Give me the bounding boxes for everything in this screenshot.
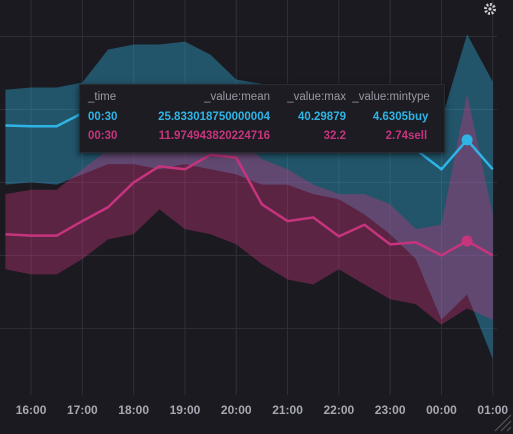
tooltip-cell: 00:30 <box>88 110 118 123</box>
tooltip-cell: _value:min <box>352 91 408 103</box>
resize-line <box>494 414 512 432</box>
tooltip-cell: type <box>408 91 430 103</box>
x-tick-label: 20:00 <box>221 403 252 417</box>
settings-icon[interactable] <box>484 3 496 15</box>
resize-line <box>500 420 512 432</box>
tooltip: _time _value:mean _value:max _value:min type… <box>79 84 445 153</box>
gear <box>484 3 496 15</box>
tooltip-cell: 2.74 <box>385 130 408 143</box>
resize-handle[interactable] <box>494 414 512 432</box>
x-tick-label: 17:00 <box>67 403 98 417</box>
gear-hub <box>488 7 492 11</box>
tooltip-cell: 11.974943820224716 <box>158 130 270 143</box>
tooltip-cell: 25.833018750000004 <box>158 110 270 123</box>
tooltip-cell: 4.6305 <box>372 110 408 123</box>
tooltip-cell: 32.2 <box>323 130 346 143</box>
x-tick-label: 16:00 <box>16 403 47 417</box>
tooltip-cell: sell <box>408 130 428 143</box>
tooltip-cell: _time <box>88 91 117 103</box>
tooltip-cell: 00:30 <box>88 130 118 143</box>
tooltip-cell: _value:max <box>287 91 346 103</box>
resize-line <box>506 426 512 432</box>
mean-line <box>5 153 494 257</box>
hover-point <box>461 134 473 146</box>
hover-point <box>461 235 473 247</box>
x-tick-label: 19:00 <box>170 403 201 417</box>
x-tick-label: 18:00 <box>118 403 149 417</box>
tooltip-cell: 40.29879 <box>298 110 346 123</box>
tooltip-cell: buy <box>408 110 429 123</box>
x-tick-label: 01:00 <box>477 403 508 417</box>
x-tick-label: 23:00 <box>375 403 406 417</box>
x-tick-label: 21:00 <box>272 403 303 417</box>
tooltip-cell: _value:mean <box>204 91 270 103</box>
x-tick-label: 22:00 <box>323 403 354 417</box>
x-tick-label: 00:00 <box>426 403 457 417</box>
